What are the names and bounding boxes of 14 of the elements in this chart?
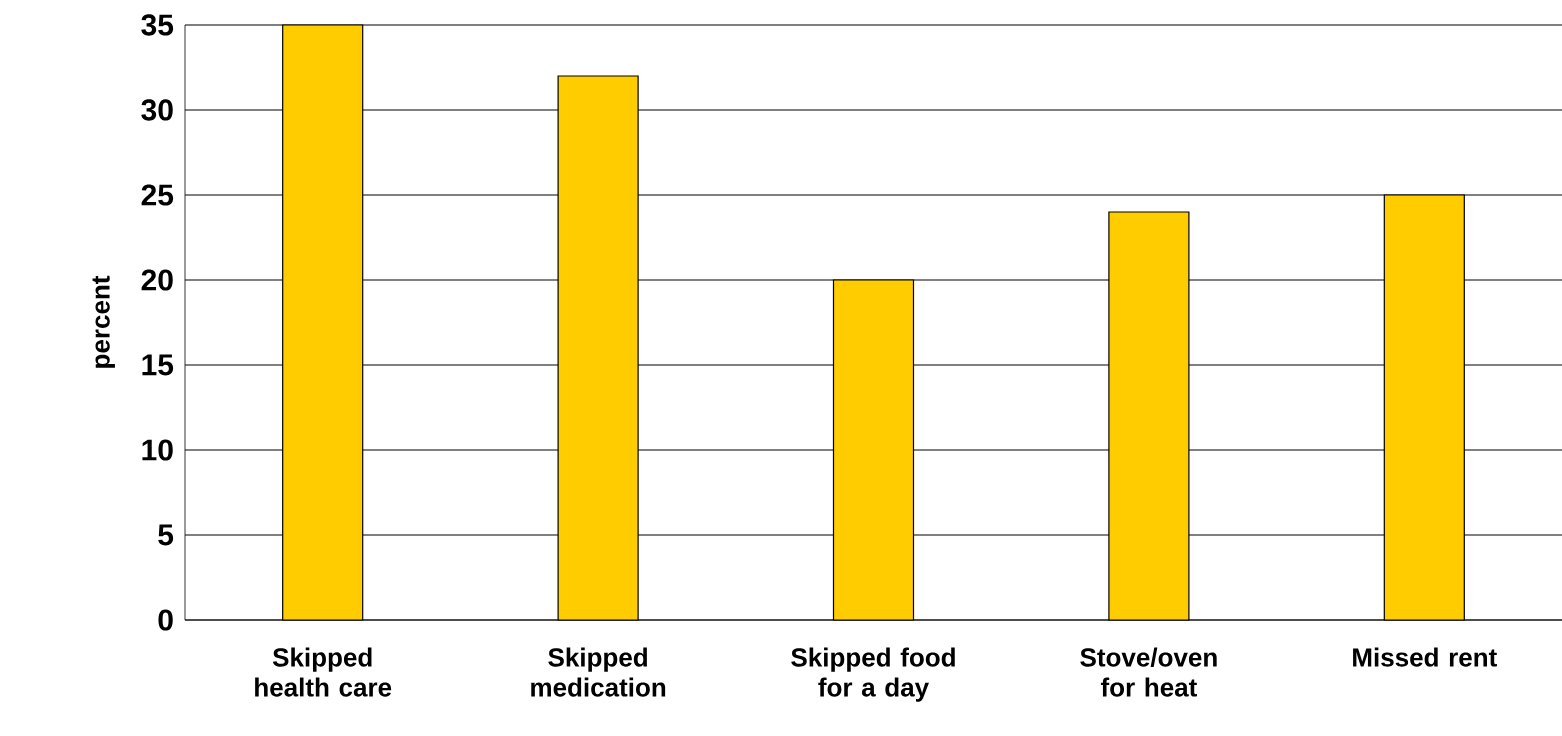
y-tick-label: 30 <box>141 99 173 121</box>
y-tick-label: 0 <box>158 609 173 631</box>
x-tick-label: Missed rent <box>1353 647 1497 667</box>
y-tick-label: 25 <box>141 184 174 206</box>
x-tick-label: Stove/oven for heat <box>1080 647 1217 697</box>
y-axis-title: percent <box>92 275 115 368</box>
y-tick-label: 20 <box>141 269 173 291</box>
y-tick-label: 15 <box>142 354 174 376</box>
y-tick-label: 5 <box>158 524 174 546</box>
y-tick-label: 10 <box>142 439 173 461</box>
x-tick-label: Skipped medication <box>531 647 666 697</box>
x-tick-label: Skipped health care <box>255 647 392 697</box>
x-tick-label: Skipped food for a day <box>791 647 955 702</box>
y-tick-label: 35 <box>141 14 174 36</box>
